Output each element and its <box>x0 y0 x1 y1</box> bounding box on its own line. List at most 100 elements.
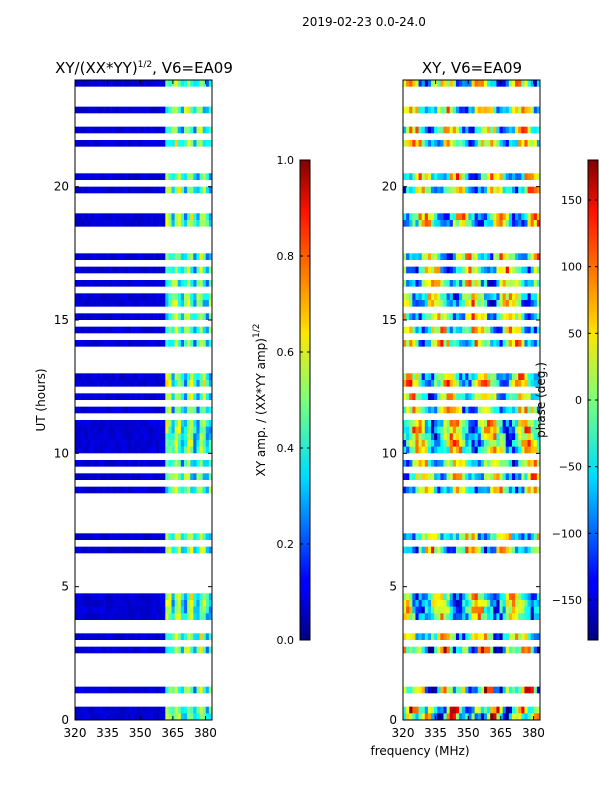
heatmap-cell <box>159 106 163 114</box>
heatmap-cell <box>103 506 107 514</box>
heatmap-cell <box>183 700 188 708</box>
heatmap-cell <box>106 186 110 194</box>
heatmap-cell <box>493 146 497 154</box>
heatmap-cell <box>162 600 166 608</box>
heatmap-cell <box>78 186 82 194</box>
heatmap-cell <box>437 126 441 134</box>
heatmap-cell <box>205 366 210 374</box>
heatmap-cell <box>87 226 91 234</box>
heatmap-cell <box>81 393 85 401</box>
heatmap-cell <box>96 133 101 141</box>
heatmap-cell <box>459 106 463 114</box>
heatmap-cell <box>521 126 525 134</box>
heatmap-cell <box>196 286 200 294</box>
heatmap-cell <box>462 93 466 101</box>
heatmap-cell <box>124 540 129 548</box>
heatmap-cell <box>115 413 119 421</box>
heatmap-cell <box>118 306 123 314</box>
heatmap-cell <box>87 526 91 534</box>
heatmap-cell <box>78 700 82 708</box>
heatmap-cell <box>78 506 82 514</box>
heatmap-cell <box>202 253 207 261</box>
heatmap-cell <box>159 266 163 274</box>
heatmap-cell <box>193 200 197 208</box>
heatmap-cell <box>146 360 151 368</box>
heatmap-cell <box>462 126 466 134</box>
heatmap-cell <box>193 686 197 694</box>
heatmap-cell <box>106 426 110 434</box>
heatmap-cell <box>474 80 479 88</box>
heatmap-cell <box>162 266 166 274</box>
heatmap-cell <box>443 160 447 168</box>
heatmap-cell <box>180 580 185 588</box>
heatmap-cell <box>118 446 123 454</box>
heatmap-cell <box>505 173 510 181</box>
heatmap-cell <box>208 493 213 501</box>
heatmap-cell <box>202 686 207 694</box>
heatmap-cell <box>180 540 185 548</box>
heatmap-cell <box>155 466 160 474</box>
heatmap-cell <box>474 113 479 121</box>
heatmap-cell <box>174 240 179 248</box>
heatmap-cell <box>180 240 185 248</box>
heatmap-cell <box>96 273 101 281</box>
heatmap-cell <box>140 353 144 361</box>
heatmap-cell <box>93 646 98 654</box>
heatmap-cell <box>149 700 154 708</box>
heatmap-cell <box>193 713 197 721</box>
heatmap-cell <box>527 146 532 154</box>
heatmap-cell <box>140 626 144 634</box>
heatmap-cell <box>180 660 185 668</box>
heatmap-cell <box>109 580 113 588</box>
heatmap-cell <box>440 126 444 134</box>
heatmap-cell <box>508 80 513 88</box>
heatmap-cell <box>115 180 119 188</box>
heatmap-cell <box>162 533 166 541</box>
heatmap-cell <box>78 180 82 188</box>
heatmap-cell <box>199 560 204 568</box>
heatmap-cell <box>112 420 116 428</box>
heatmap-cell <box>208 540 213 548</box>
heatmap-cell <box>162 153 166 161</box>
heatmap-cell <box>165 280 169 288</box>
heatmap-cell <box>155 633 160 641</box>
heatmap-cell <box>140 673 144 681</box>
heatmap-cell <box>140 433 144 441</box>
heatmap-cell <box>137 426 141 434</box>
heatmap-cell <box>131 466 135 474</box>
amplitude-colorbar: 0.00.20.40.60.81.0 XY amp. / (XX*YY amp)… <box>252 154 311 647</box>
heatmap-cell <box>78 253 82 261</box>
heatmap-cell <box>140 666 144 674</box>
heatmap-cell <box>90 453 95 461</box>
heatmap-cell <box>106 653 110 661</box>
heatmap-cell <box>93 600 98 608</box>
heatmap-cell <box>152 120 157 128</box>
heatmap-cell <box>87 320 91 328</box>
heatmap-cell <box>165 540 169 548</box>
heatmap-cell <box>480 126 485 134</box>
heatmap-cell <box>103 186 107 194</box>
heatmap-cell <box>103 520 107 528</box>
heatmap-cell <box>455 180 460 188</box>
heatmap-cell <box>155 273 160 281</box>
heatmap-cell <box>121 560 126 568</box>
heatmap-cell <box>171 346 176 354</box>
heatmap-cell <box>115 380 119 388</box>
heatmap-cell <box>78 280 82 288</box>
heatmap-cell <box>90 573 95 581</box>
heatmap-cell <box>171 173 176 181</box>
heatmap-cell <box>93 240 98 248</box>
heatmap-cell <box>78 533 82 541</box>
heatmap-cell <box>208 506 213 514</box>
heatmap-cell <box>187 260 191 268</box>
heatmap-cell <box>180 180 185 188</box>
heatmap-cell <box>131 113 135 121</box>
heatmap-cell <box>118 320 123 328</box>
heatmap-cell <box>127 466 132 474</box>
heatmap-cell <box>168 433 172 441</box>
heatmap-cell <box>149 293 154 301</box>
heatmap-cell <box>121 300 126 308</box>
heatmap-cell <box>168 180 172 188</box>
heatmap-cell <box>75 240 79 248</box>
